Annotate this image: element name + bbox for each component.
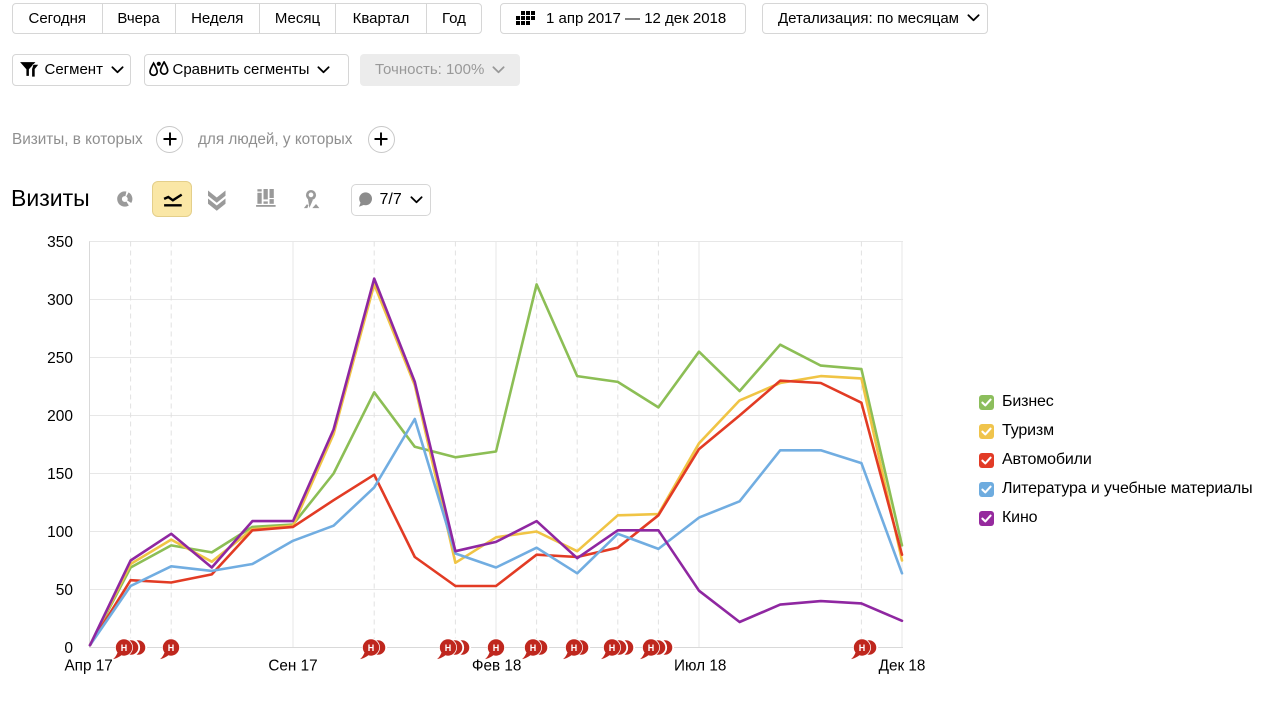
svg-text:Апр 17: Апр 17 xyxy=(64,658,112,675)
svg-text:Н: Н xyxy=(609,643,616,653)
svg-text:Н: Н xyxy=(493,643,500,653)
svg-text:350: 350 xyxy=(47,234,73,251)
svg-text:50: 50 xyxy=(56,582,74,599)
svg-text:Н: Н xyxy=(168,643,175,653)
svg-text:Н: Н xyxy=(368,643,375,653)
svg-text:Н: Н xyxy=(648,643,655,653)
svg-text:Н: Н xyxy=(571,643,578,653)
svg-text:150: 150 xyxy=(47,466,73,483)
svg-text:Н: Н xyxy=(530,643,537,653)
svg-text:250: 250 xyxy=(47,350,73,367)
svg-text:Н: Н xyxy=(859,643,866,653)
svg-text:Н: Н xyxy=(121,643,128,653)
svg-text:0: 0 xyxy=(64,640,73,657)
svg-text:200: 200 xyxy=(47,408,73,425)
svg-text:300: 300 xyxy=(47,292,73,309)
svg-text:Дек 18: Дек 18 xyxy=(879,658,926,675)
svg-text:Сен 17: Сен 17 xyxy=(268,658,317,675)
svg-text:Июл 18: Июл 18 xyxy=(674,658,726,675)
svg-text:Н: Н xyxy=(445,643,452,653)
svg-text:Фев 18: Фев 18 xyxy=(472,658,522,675)
svg-text:100: 100 xyxy=(47,524,73,541)
